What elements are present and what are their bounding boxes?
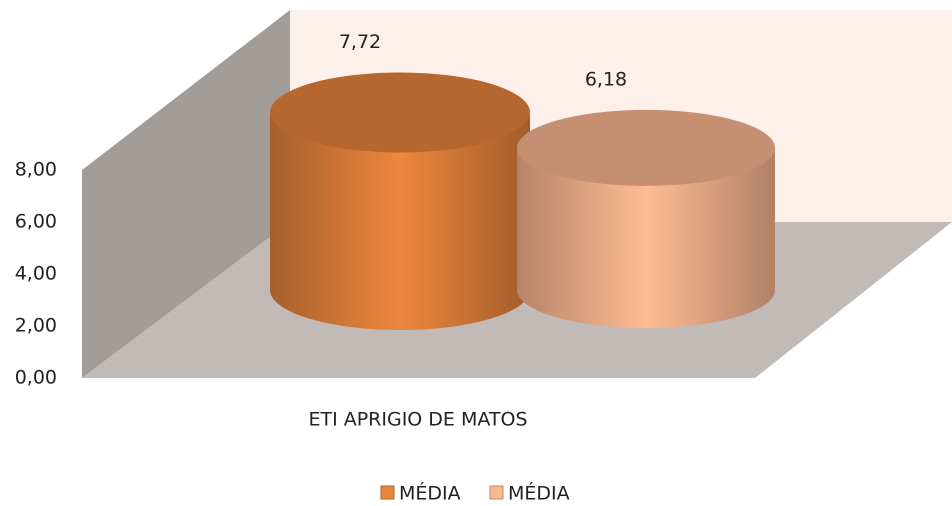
- value-label: 6,18: [585, 68, 627, 90]
- bar-top: [517, 109, 775, 186]
- y-tick-label: 8,00: [15, 159, 57, 181]
- legend-swatch: [380, 485, 395, 500]
- legend-swatch: [489, 485, 504, 500]
- side-wall: [82, 10, 290, 378]
- y-tick-label: 4,00: [15, 263, 57, 285]
- bar-top: [270, 72, 530, 153]
- value-label: 7,72: [339, 31, 381, 53]
- x-tick-label: ETI APRIGIO DE MATOS: [308, 409, 527, 431]
- y-tick-label: 0,00: [15, 367, 57, 389]
- legend-label: MÉDIA: [399, 482, 461, 505]
- bar: [517, 147, 775, 328]
- bar: [270, 112, 530, 330]
- y-tick-label: 2,00: [15, 315, 57, 337]
- legend-label: MÉDIA: [508, 482, 570, 505]
- y-tick-label: 6,00: [15, 211, 57, 233]
